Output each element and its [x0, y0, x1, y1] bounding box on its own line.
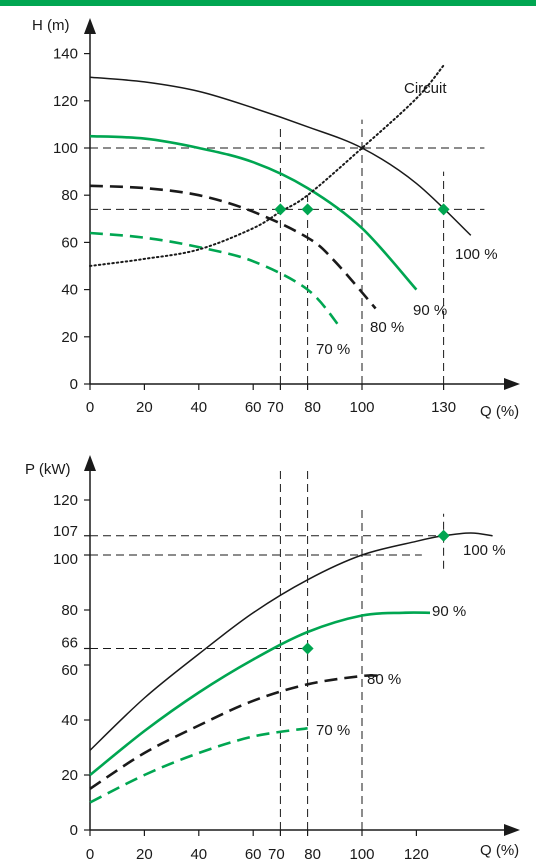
series-line-90: [89, 134, 418, 291]
y-tick-label: 100: [53, 551, 78, 568]
x-tick-label: 80: [304, 399, 321, 416]
operating-point-marker: [437, 203, 450, 216]
y-tick-label: 80: [61, 602, 78, 619]
x-tick-label: 60: [245, 399, 262, 416]
x-axis-arrow: [504, 378, 520, 390]
y-tick-label: 60: [61, 234, 78, 251]
y-tick-label: 0: [70, 376, 78, 393]
y-tick-label: 40: [61, 282, 78, 299]
y-tick-label: 100: [53, 140, 78, 157]
x-tick-label: 80: [304, 846, 321, 863]
y-tick-label: 80: [61, 187, 78, 204]
series-label: 70 %: [316, 722, 350, 739]
y-axis-arrow: [84, 18, 96, 34]
series-line-100: [89, 532, 493, 751]
series-label: Circuit: [404, 80, 447, 97]
series-label: 90 %: [413, 302, 447, 319]
operating-point-marker: [437, 529, 450, 542]
operating-point-marker: [274, 203, 287, 216]
y-axis-label: H (m): [32, 17, 70, 34]
top-accent-bar: [0, 0, 536, 6]
series-label: 100 %: [463, 542, 506, 559]
series-line-80: [89, 674, 382, 790]
x-tick-label: 70: [267, 399, 284, 416]
series-label: 80 %: [367, 671, 401, 688]
series-label: 80 %: [370, 319, 404, 336]
series-line-100: [89, 76, 472, 236]
series-label: 70 %: [316, 341, 350, 358]
x-tick-label: 100: [349, 846, 374, 863]
y-tick-label: 40: [61, 712, 78, 729]
series-line-70: [89, 727, 308, 804]
x-axis-label: Q (%): [480, 842, 519, 859]
y-tick-label: 0: [70, 822, 78, 839]
x-tick-label: 60: [245, 846, 262, 863]
x-tick-label: 40: [190, 846, 207, 863]
head-chart: 0 20 40 60 80 100 120 140 0 20 40 60 70 80 100 130 H (m)…: [32, 17, 520, 420]
series-line-80: [89, 184, 377, 310]
y-tick-label: 20: [61, 329, 78, 346]
series-line-70: [89, 231, 342, 329]
y-axis-label: P (kW): [25, 461, 71, 478]
y-tick-label: 60: [61, 662, 78, 679]
x-tick-label: 40: [190, 399, 207, 416]
y-tick-label: 20: [61, 767, 78, 784]
y-tick-label: 66: [61, 635, 78, 652]
series-line-circuit: [89, 64, 445, 267]
y-tick-label: 140: [53, 46, 78, 63]
x-axis-label: Q (%): [480, 403, 519, 420]
x-tick-label: 20: [136, 846, 153, 863]
x-tick-label: 120: [404, 846, 429, 863]
operating-point-marker: [301, 642, 314, 655]
power-chart: 0 20 40 60 66 80 100 107 120 0 20 40 60 70 80 100 120 P (…: [25, 455, 520, 863]
y-tick-label: 120: [53, 492, 78, 509]
x-tick-label: 0: [86, 399, 94, 416]
x-tick-label: 100: [349, 399, 374, 416]
x-tick-label: 130: [431, 399, 456, 416]
y-axis-arrow: [84, 455, 96, 471]
x-tick-label: 70: [268, 846, 285, 863]
y-tick-label: 120: [53, 93, 78, 110]
series-label: 100 %: [455, 246, 498, 263]
x-axis-arrow: [504, 824, 520, 836]
x-tick-label: 20: [136, 399, 153, 416]
series-label: 90 %: [432, 603, 466, 620]
y-tick-label: 107: [53, 523, 78, 540]
operating-point-marker: [301, 203, 314, 216]
series-line-90: [89, 611, 431, 777]
x-tick-label: 0: [86, 846, 94, 863]
